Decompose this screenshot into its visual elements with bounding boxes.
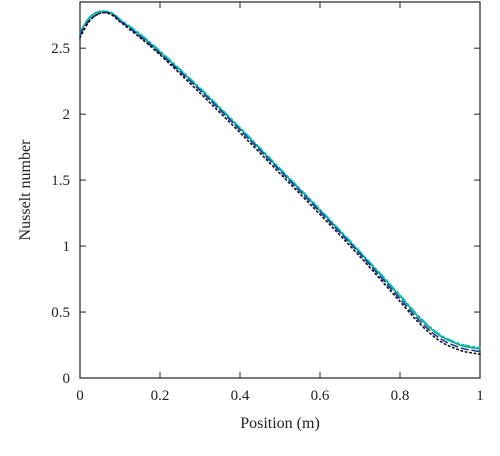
series-line-2 xyxy=(79,10,481,349)
x-tick-label: 0 xyxy=(76,388,84,404)
y-axis-label: Nusselt number xyxy=(17,139,34,241)
series-line-4 xyxy=(79,11,481,356)
y-tick-label: 2 xyxy=(63,107,71,123)
x-tick-label: 0.6 xyxy=(311,388,330,404)
y-tick-label: 1 xyxy=(63,239,71,255)
x-tick-label: 0.2 xyxy=(151,388,170,404)
y-tick-label: 1.5 xyxy=(51,173,70,189)
series-line-3 xyxy=(79,11,481,353)
y-axis-ticks: 0 0.5 1 1.5 2 2.5 xyxy=(51,41,480,387)
y-tick-label: 0 xyxy=(63,371,71,387)
x-tick-label: 0.8 xyxy=(391,388,410,404)
x-tick-label: 0.4 xyxy=(231,388,250,404)
plot-frame xyxy=(79,1,481,379)
x-axis-ticks: 0 0.2 0.4 0.6 0.8 1 xyxy=(76,2,484,404)
y-tick-label: 0.5 xyxy=(51,305,70,321)
y-tick-label: 2.5 xyxy=(51,41,70,57)
series-layer xyxy=(79,10,481,356)
x-axis-label: Position (m) xyxy=(240,415,320,432)
x-tick-label: 1 xyxy=(476,388,484,404)
series-line-1 xyxy=(79,10,481,350)
